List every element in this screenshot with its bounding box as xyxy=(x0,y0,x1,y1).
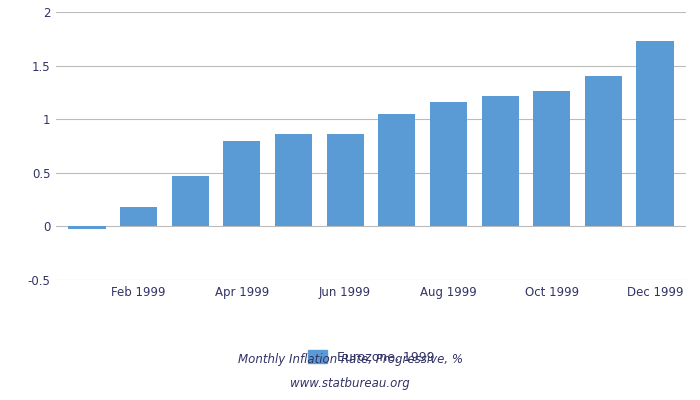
Bar xyxy=(275,134,312,226)
Bar xyxy=(120,207,158,226)
Bar xyxy=(327,134,364,226)
Bar xyxy=(482,96,519,226)
Bar xyxy=(533,91,570,226)
Bar xyxy=(584,76,622,226)
Bar xyxy=(636,41,673,226)
Text: www.statbureau.org: www.statbureau.org xyxy=(290,378,410,390)
Bar xyxy=(223,141,260,226)
Bar xyxy=(378,114,415,226)
Bar xyxy=(172,176,209,226)
Text: Monthly Inflation Rate, Progressive, %: Monthly Inflation Rate, Progressive, % xyxy=(237,354,463,366)
Bar xyxy=(430,102,467,226)
Bar xyxy=(69,226,106,228)
Legend: Eurozone, 1999: Eurozone, 1999 xyxy=(303,345,439,369)
